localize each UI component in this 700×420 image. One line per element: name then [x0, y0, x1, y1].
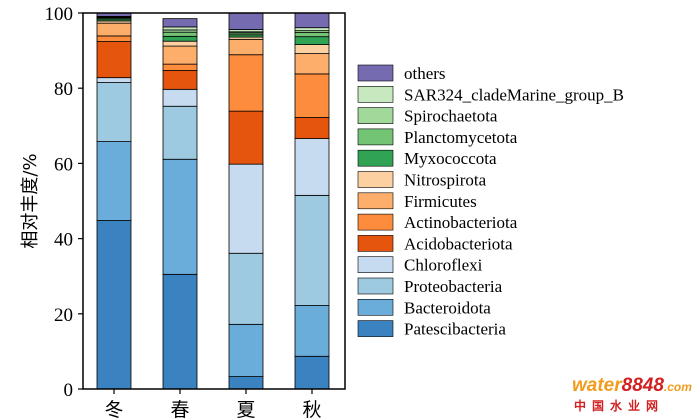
legend-swatch-nitrospirota — [357, 171, 394, 188]
watermark-water: water — [572, 375, 623, 396]
plot-frame — [82, 12, 346, 390]
legend: others SAR324_cladeMarine_group_B Spirocha… — [357, 64, 624, 339]
bar-segment-sar324_clademarine_group_b-1 — [162, 26, 198, 31]
legend-swatch-bacteroidota — [357, 298, 394, 316]
bar-segment-acidobacteriota-1 — [162, 70, 198, 90]
bar-segment-patescibacteria-2 — [228, 376, 264, 390]
y-tick-label: 100 — [45, 4, 74, 25]
legend-swatch-planctomycetota — [357, 128, 394, 146]
legend-label-bacteroidota: Bacteroidota — [404, 298, 491, 317]
legend-swatch-chloroflexi — [357, 256, 394, 274]
legend-label-proteobacteria: Proteobacteria — [404, 277, 503, 296]
bar-segment-chloroflexi-1 — [162, 88, 198, 107]
legend-swatch-proteobacteria — [357, 277, 394, 295]
legend-label-patescibacteria: Patescibacteria — [404, 320, 506, 339]
x-tick-label: 春 — [170, 399, 189, 420]
bar-segment-proteobacteria-0 — [96, 82, 132, 142]
watermark-logo: water8848.com 中国水业网 — [572, 375, 692, 413]
bar-segment-proteobacteria-3 — [294, 194, 330, 306]
bar-segment-actinobacteriota-0 — [96, 35, 132, 42]
bar-segment-nitrospirota-1 — [162, 40, 198, 47]
bar-segment-nitrospirota-3 — [294, 44, 330, 55]
legend-label-planctomycetota: Planctomycetota — [404, 128, 518, 147]
bar-segment-chloroflexi-0 — [96, 77, 132, 83]
y-tick-label: 60 — [54, 154, 73, 175]
legend-swatch-patescibacteria — [357, 320, 394, 337]
bar-segment-patescibacteria-0 — [96, 220, 132, 390]
svg-text:water8848.com: water8848.com — [572, 375, 692, 396]
bar-segment-planctomycetota-3 — [294, 32, 330, 38]
y-axis-label: 相对丰度/% — [20, 153, 41, 248]
legend-label-sar324_clademarine_group_b: SAR324_cladeMarine_group_B — [404, 85, 624, 104]
legend-label-spirochaetota: Spirochaetota — [404, 107, 498, 126]
watermark-subtitle: 中国水业网 — [574, 398, 664, 413]
x-tick-label: 夏 — [236, 399, 255, 420]
bar-segment-bacteroidota-0 — [96, 141, 132, 221]
bar-segment-bacteroidota-2 — [228, 323, 264, 377]
bar-segment-firmicutes-2 — [228, 38, 264, 56]
y-axis: 0 20 40 60 80 100 — [45, 4, 83, 401]
bar-segment-acidobacteriota-0 — [96, 41, 132, 79]
y-tick-label: 80 — [54, 79, 73, 100]
legend-swatch-firmicutes — [357, 192, 394, 210]
bar-segment-myxococcota-1 — [162, 35, 198, 42]
bar-segment-myxococcota-3 — [294, 36, 330, 45]
x-axis: 冬春夏秋 — [104, 389, 322, 420]
bar-segment-actinobacteriota-1 — [162, 63, 198, 71]
bars-group — [96, 12, 330, 390]
bar-segment-bacteroidota-1 — [162, 158, 198, 275]
legend-label-firmicutes: Firmicutes — [404, 192, 477, 211]
bar-segment-firmicutes-1 — [162, 45, 198, 65]
bar-segment-patescibacteria-3 — [294, 355, 330, 390]
legend-label-nitrospirota: Nitrospirota — [404, 171, 487, 190]
watermark-number: 8848 — [622, 375, 665, 396]
bar-segment-others-1 — [162, 18, 198, 28]
bar-segment-sar324_clademarine_group_b-3 — [294, 27, 330, 32]
bar-segment-patescibacteria-1 — [162, 273, 198, 390]
legend-label-myxococcota: Myxococcota — [404, 149, 497, 168]
legend-swatch-sar324_clademarine_group_b — [357, 86, 394, 103]
x-tick-label: 冬 — [104, 399, 123, 420]
legend-swatch-myxococcota — [357, 149, 394, 167]
bar-segment-bacteroidota-3 — [294, 305, 330, 357]
bar-segment-planctomycetota-1 — [162, 31, 198, 37]
legend-label-actinobacteriota: Actinobacteriota — [404, 213, 518, 232]
bar-segment-actinobacteriota-2 — [228, 54, 264, 112]
legend-label-others: others — [404, 64, 446, 83]
bar-segment-others-3 — [294, 12, 330, 29]
bar-segment-chloroflexi-2 — [228, 163, 264, 254]
y-tick-label: 20 — [54, 305, 73, 326]
bar-segment-others-2 — [228, 12, 264, 30]
bar-segment-proteobacteria-2 — [228, 252, 264, 325]
watermark-domain: .com — [664, 380, 692, 394]
bar-segment-firmicutes-3 — [294, 53, 330, 75]
legend-swatch-actinobacteriota — [357, 213, 394, 231]
legend-label-chloroflexi: Chloroflexi — [404, 256, 483, 275]
x-tick-label: 秋 — [302, 399, 321, 420]
bar-segment-firmicutes-0 — [96, 22, 132, 37]
y-tick-label: 40 — [54, 230, 73, 251]
bar-segment-proteobacteria-1 — [162, 105, 198, 160]
legend-swatch-spirochaetota — [357, 107, 394, 124]
legend-label-acidobacteriota: Acidobacteriota — [404, 234, 513, 253]
bar-segment-acidobacteriota-2 — [228, 110, 264, 165]
y-tick-label: 0 — [64, 380, 74, 401]
bar-segment-actinobacteriota-3 — [294, 73, 330, 118]
bar-segment-acidobacteriota-3 — [294, 117, 330, 139]
bar-segment-chloroflexi-3 — [294, 138, 330, 196]
legend-swatch-others — [357, 64, 394, 82]
legend-swatch-acidobacteriota — [357, 235, 394, 252]
